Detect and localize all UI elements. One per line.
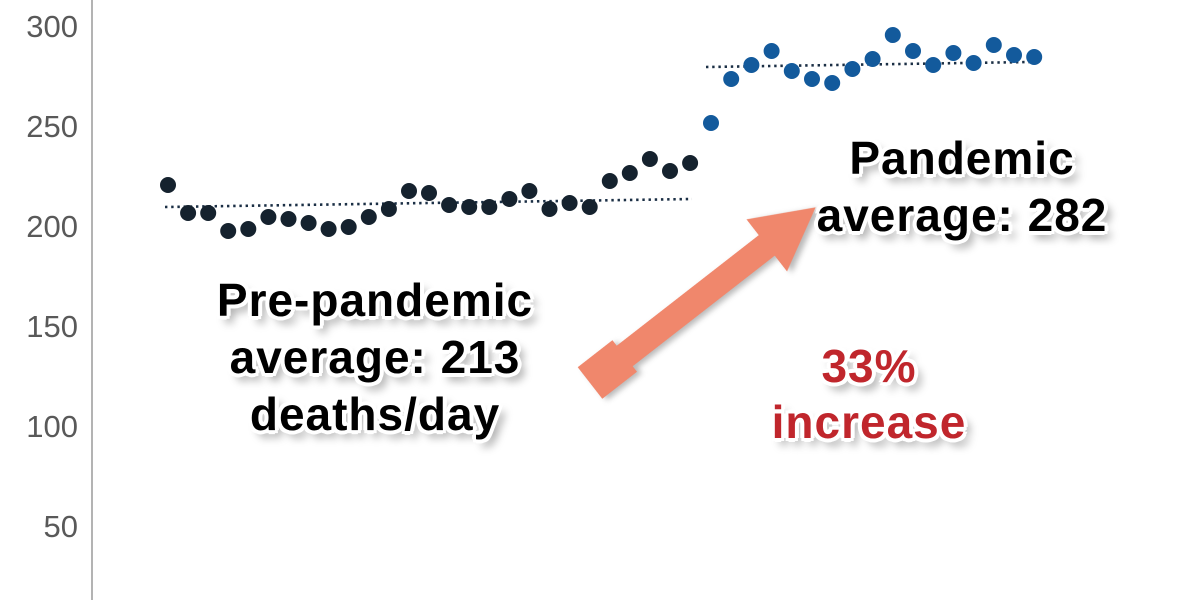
increase-arrow [577, 207, 816, 399]
data-points [160, 27, 1043, 239]
y-axis-tick-label: 50 [43, 509, 78, 544]
data-point [621, 165, 638, 181]
data-point [401, 183, 417, 199]
data-point [421, 185, 437, 201]
data-point [641, 151, 658, 167]
y-axis-tick-label: 200 [26, 209, 78, 244]
data-point [662, 163, 678, 179]
data-point [441, 197, 458, 213]
data-point [824, 75, 841, 91]
data-point [360, 209, 377, 225]
data-point [300, 215, 317, 231]
data-point [703, 115, 719, 131]
data-point [965, 55, 982, 71]
data-point [561, 195, 578, 211]
data-point [884, 27, 901, 43]
data-point [280, 211, 297, 227]
data-point [380, 201, 397, 217]
data-point [541, 201, 558, 217]
data-point [804, 71, 820, 87]
data-point [925, 57, 942, 73]
data-point [461, 199, 478, 215]
data-point [481, 199, 498, 215]
pre-pandemic-average-annotation: Pre-pandemic average: 213 deaths/day [216, 274, 534, 440]
data-point [783, 63, 800, 79]
data-point [240, 221, 257, 237]
increase-arrow-shape [577, 207, 816, 399]
data-point [180, 205, 197, 221]
y-axis-tick-label: 250 [26, 109, 78, 144]
percent-increase-annotation: 33% increase [771, 340, 967, 448]
pre-pandemic-average-line [164, 197, 693, 209]
y-axis-tick-label: 150 [26, 309, 78, 344]
data-point [521, 183, 538, 199]
data-point [260, 209, 277, 225]
data-point [743, 57, 760, 73]
data-point [682, 155, 699, 171]
data-point [723, 71, 740, 87]
data-point [320, 221, 337, 237]
data-point [200, 205, 217, 221]
data-point [581, 199, 598, 215]
data-point [501, 191, 518, 207]
data-point [220, 223, 237, 239]
data-point [340, 219, 357, 235]
data-point [844, 61, 861, 77]
data-point [160, 177, 176, 193]
pandemic-average-annotation: Pandemic average: 282 [816, 132, 1108, 241]
data-point [763, 43, 780, 59]
data-point [905, 43, 921, 59]
data-point [945, 45, 962, 61]
y-axis-tick-label: 300 [26, 9, 78, 44]
data-point [601, 173, 618, 189]
data-point [985, 37, 1002, 53]
y-axis-tick-label: 100 [26, 409, 78, 444]
data-point [1026, 49, 1043, 65]
data-point [864, 51, 881, 67]
data-point [1006, 47, 1022, 63]
